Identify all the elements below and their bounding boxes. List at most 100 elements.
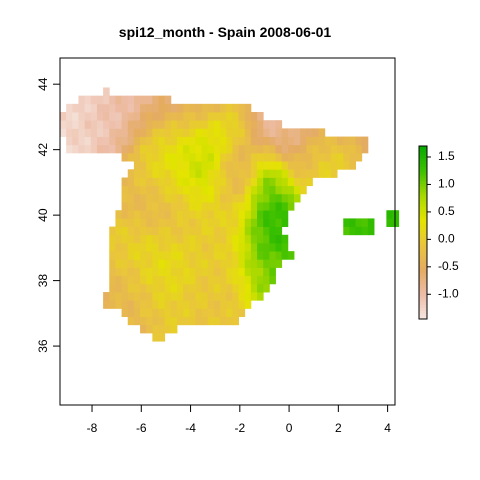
raster-cell	[127, 267, 135, 277]
raster-cell	[232, 292, 239, 301]
raster-cell	[257, 275, 264, 285]
raster-cell	[189, 234, 196, 244]
raster-cell	[330, 136, 338, 146]
raster-cell	[275, 136, 283, 146]
legend-swatch	[419, 218, 427, 222]
raster-cell	[158, 193, 166, 203]
raster-cell	[201, 103, 209, 113]
raster-cell	[183, 242, 190, 252]
raster-cell	[257, 259, 264, 268]
raster-cell	[269, 218, 276, 227]
raster-cell	[257, 202, 264, 211]
legend-swatch	[419, 301, 427, 306]
raster-cell	[183, 136, 190, 146]
raster-cell	[170, 161, 178, 170]
raster-cell	[275, 185, 283, 195]
raster-cell	[213, 292, 221, 301]
raster-cell	[140, 283, 147, 293]
raster-cell	[226, 152, 233, 162]
raster-cell	[257, 218, 264, 227]
raster-cell	[170, 169, 178, 178]
raster-cell	[201, 152, 209, 162]
raster-cell	[115, 95, 122, 105]
raster-cell	[90, 120, 98, 129]
raster-cell	[152, 103, 159, 113]
raster-cell	[109, 234, 116, 244]
raster-cell	[275, 218, 283, 227]
raster-cell	[220, 226, 227, 236]
raster-cell	[164, 316, 172, 326]
raster-cell	[121, 234, 129, 244]
raster-cell	[213, 128, 221, 137]
raster-cell	[133, 259, 141, 268]
raster-cell	[244, 136, 252, 146]
raster-cell	[213, 177, 221, 187]
raster-cell	[146, 103, 153, 113]
raster-cell	[189, 242, 196, 252]
raster-cell	[164, 210, 172, 219]
raster-cell	[226, 177, 233, 187]
raster-cell	[207, 300, 215, 309]
raster-cell	[213, 234, 221, 244]
raster-cell	[183, 218, 190, 227]
raster-cell	[250, 169, 258, 178]
raster-cell	[226, 161, 233, 170]
raster-cell	[201, 120, 209, 129]
raster-cell	[121, 185, 129, 195]
raster-cell	[177, 144, 184, 154]
raster-cell	[294, 128, 301, 137]
legend-swatch	[419, 197, 427, 202]
legend-swatch	[419, 281, 427, 285]
raster-cell	[140, 251, 147, 260]
raster-cell	[140, 324, 147, 334]
raster-cell	[133, 193, 141, 203]
raster-cell	[238, 283, 246, 293]
x-tick-label: -2	[234, 421, 245, 435]
raster-cell	[250, 218, 258, 227]
raster-cell	[60, 112, 67, 121]
legend-swatch	[419, 215, 427, 219]
raster-cell	[164, 251, 172, 260]
raster-cell	[90, 112, 98, 121]
raster-cell	[170, 300, 178, 309]
raster-cell	[294, 169, 301, 178]
raster-cell	[170, 177, 178, 187]
raster-cell	[244, 202, 252, 211]
raster-cell	[337, 152, 344, 162]
raster-cell	[96, 112, 104, 121]
raster-cell	[263, 144, 270, 154]
raster-cell	[361, 218, 369, 227]
raster-cell	[158, 275, 166, 285]
raster-cell	[109, 103, 116, 113]
raster-cell	[164, 226, 172, 236]
raster-cell	[349, 136, 356, 146]
raster-cell	[201, 161, 209, 170]
raster-cell	[238, 112, 246, 121]
raster-cell	[269, 251, 276, 260]
raster-cell	[177, 202, 184, 211]
raster-cell	[115, 251, 122, 260]
raster-cell	[177, 112, 184, 121]
raster-cell	[207, 316, 215, 326]
raster-cell	[201, 251, 209, 260]
legend-swatch	[419, 220, 427, 225]
raster-cell	[195, 251, 203, 260]
raster-cell	[195, 259, 203, 268]
raster-cell	[158, 226, 166, 236]
legend-swatch	[419, 226, 427, 231]
legend-swatch	[419, 151, 427, 156]
raster-cell	[263, 210, 270, 219]
raster-cell	[152, 161, 159, 170]
raster-cell	[140, 300, 147, 309]
raster-cell	[226, 120, 233, 129]
raster-cell	[263, 128, 270, 137]
raster-cell	[337, 144, 344, 154]
raster-cell	[195, 283, 203, 293]
raster-cell	[133, 128, 141, 137]
raster-cell	[127, 136, 135, 146]
raster-cell	[152, 112, 159, 121]
raster-cell	[195, 242, 203, 252]
raster-cell	[158, 161, 166, 170]
raster-cell	[238, 242, 246, 252]
legend-swatch	[419, 267, 427, 271]
